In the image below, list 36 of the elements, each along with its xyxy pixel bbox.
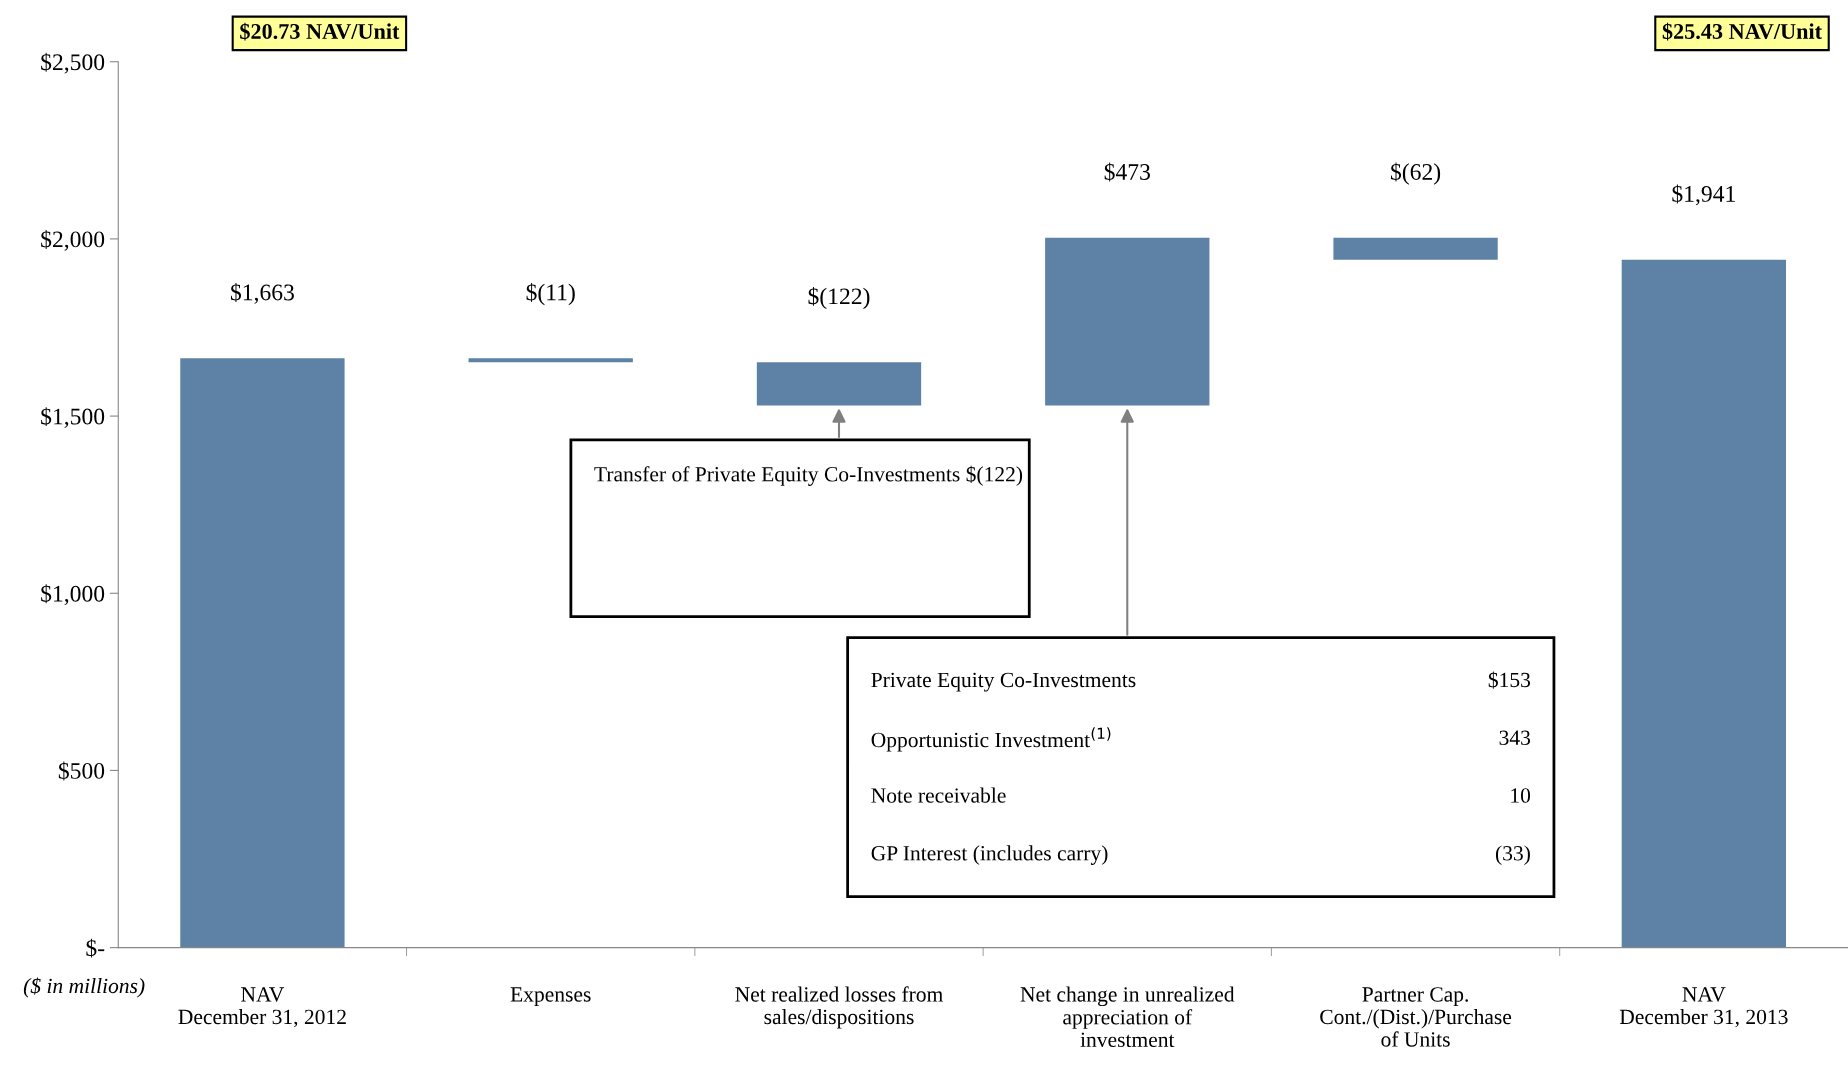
y-tick-label: $1,500	[41, 407, 105, 428]
annotation: Note receivable	[871, 787, 1006, 803]
annotation: Transfer of Private Equity Co-Investments $(122)	[594, 465, 1023, 486]
annotation: 10	[1511, 788, 1531, 803]
annotation: $153	[1488, 671, 1531, 689]
x-tick-label: Net change in unrealized appreciation of investment	[1020, 986, 1235, 1048]
x-tick-label: NAV December 31, 2012	[178, 987, 346, 1028]
annotation: (33)	[1495, 845, 1530, 865]
y-tick-label: $1,000	[41, 584, 105, 606]
bar	[180, 358, 345, 948]
bar	[1621, 259, 1787, 948]
bar	[756, 362, 922, 406]
y-tick-label: $500	[58, 761, 105, 781]
data-label: $(11)	[526, 283, 575, 306]
annotation: GP Interest (includes carry)	[871, 845, 1108, 865]
bar	[1333, 237, 1498, 260]
text: $20.73 NAV/Unit	[240, 22, 400, 41]
x-tick-label: NAV December 31, 2013	[1619, 987, 1788, 1028]
data-label: $1,663	[230, 283, 294, 304]
text: $25.43 NAV/Unit	[1662, 22, 1822, 41]
x-tick-label: Partner Cap. Cont./(Dist.)/Purchase of Units	[1320, 987, 1512, 1047]
data-label: $(122)	[808, 286, 870, 310]
text: ($ in millions)	[23, 977, 145, 998]
annotation: 343	[1499, 730, 1531, 746]
data-label: $(62)	[1391, 162, 1441, 185]
annotation: Private Equity Co-Investments	[871, 672, 1136, 692]
data-label: $473	[1104, 162, 1150, 182]
annotation: Opportunistic Investment$^{(1)}$	[871, 727, 1111, 752]
y-tick-label: $2,500	[41, 52, 105, 74]
bar	[468, 358, 633, 363]
x-tick-label: Net realized losses from sales/dispositions	[735, 986, 943, 1029]
y-tick-label: $2,000	[41, 230, 105, 251]
x-tick-label: Expenses	[510, 987, 591, 1007]
y-tick-label: $-	[86, 938, 105, 958]
bar	[1045, 237, 1210, 406]
data-label: $1,941	[1672, 184, 1735, 206]
